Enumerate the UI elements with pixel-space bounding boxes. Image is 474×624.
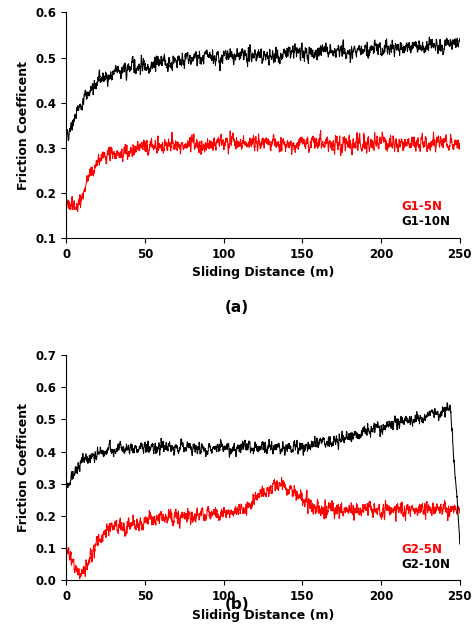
G1-5N xyxy=(384,147,390,154)
G1-10N xyxy=(65,137,71,144)
Line: G1-10N: G1-10N xyxy=(66,37,460,140)
G1-5N xyxy=(75,208,81,215)
G2-5N xyxy=(216,514,222,522)
Text: (b): (b) xyxy=(225,597,249,612)
G1-10N xyxy=(427,33,432,41)
G2-5N xyxy=(400,512,406,520)
X-axis label: Sliding Distance (m): Sliding Distance (m) xyxy=(192,608,334,622)
G2-10N xyxy=(400,419,406,426)
G2-10N xyxy=(444,399,450,406)
Line: G2-5N: G2-5N xyxy=(66,477,460,579)
G2-10N xyxy=(457,540,463,548)
G1-10N xyxy=(457,34,463,42)
G1-10N xyxy=(64,131,69,139)
G1-10N xyxy=(400,46,406,54)
G2-10N xyxy=(384,419,390,427)
G2-10N xyxy=(216,444,222,451)
G1-10N xyxy=(283,52,289,60)
G1-5N xyxy=(283,143,289,150)
G1-10N xyxy=(384,39,390,46)
G2-10N xyxy=(415,415,420,422)
G2-5N xyxy=(283,484,289,492)
G1-10N xyxy=(415,47,420,55)
G1-5N xyxy=(64,205,69,213)
G1-5N xyxy=(318,127,323,134)
G2-10N xyxy=(283,443,289,451)
G2-10N xyxy=(72,471,77,479)
G2-5N xyxy=(279,474,284,481)
G1-5N xyxy=(400,145,406,152)
G2-10N xyxy=(64,479,69,487)
G1-10N xyxy=(72,112,77,120)
G1-10N xyxy=(216,58,222,66)
Line: G1-5N: G1-5N xyxy=(66,130,460,212)
Legend: G1-5N, G1-10N: G1-5N, G1-10N xyxy=(398,197,454,232)
Legend: G2-5N, G2-10N: G2-5N, G2-10N xyxy=(398,539,454,575)
G2-5N xyxy=(64,542,69,550)
Y-axis label: Friction Coefficent: Friction Coefficent xyxy=(17,403,30,532)
Y-axis label: Friction Coefficent: Friction Coefficent xyxy=(17,61,30,190)
Text: (a): (a) xyxy=(225,300,249,314)
G2-5N xyxy=(77,575,82,583)
G1-5N xyxy=(457,146,463,154)
G2-5N xyxy=(384,502,390,509)
G1-5N xyxy=(415,134,421,142)
Line: G2-10N: G2-10N xyxy=(66,402,460,544)
G1-5N xyxy=(72,200,77,207)
X-axis label: Sliding Distance (m): Sliding Distance (m) xyxy=(192,266,334,279)
G2-5N xyxy=(72,565,77,573)
G2-5N xyxy=(457,509,463,517)
G1-5N xyxy=(216,138,222,145)
G2-5N xyxy=(415,510,421,518)
